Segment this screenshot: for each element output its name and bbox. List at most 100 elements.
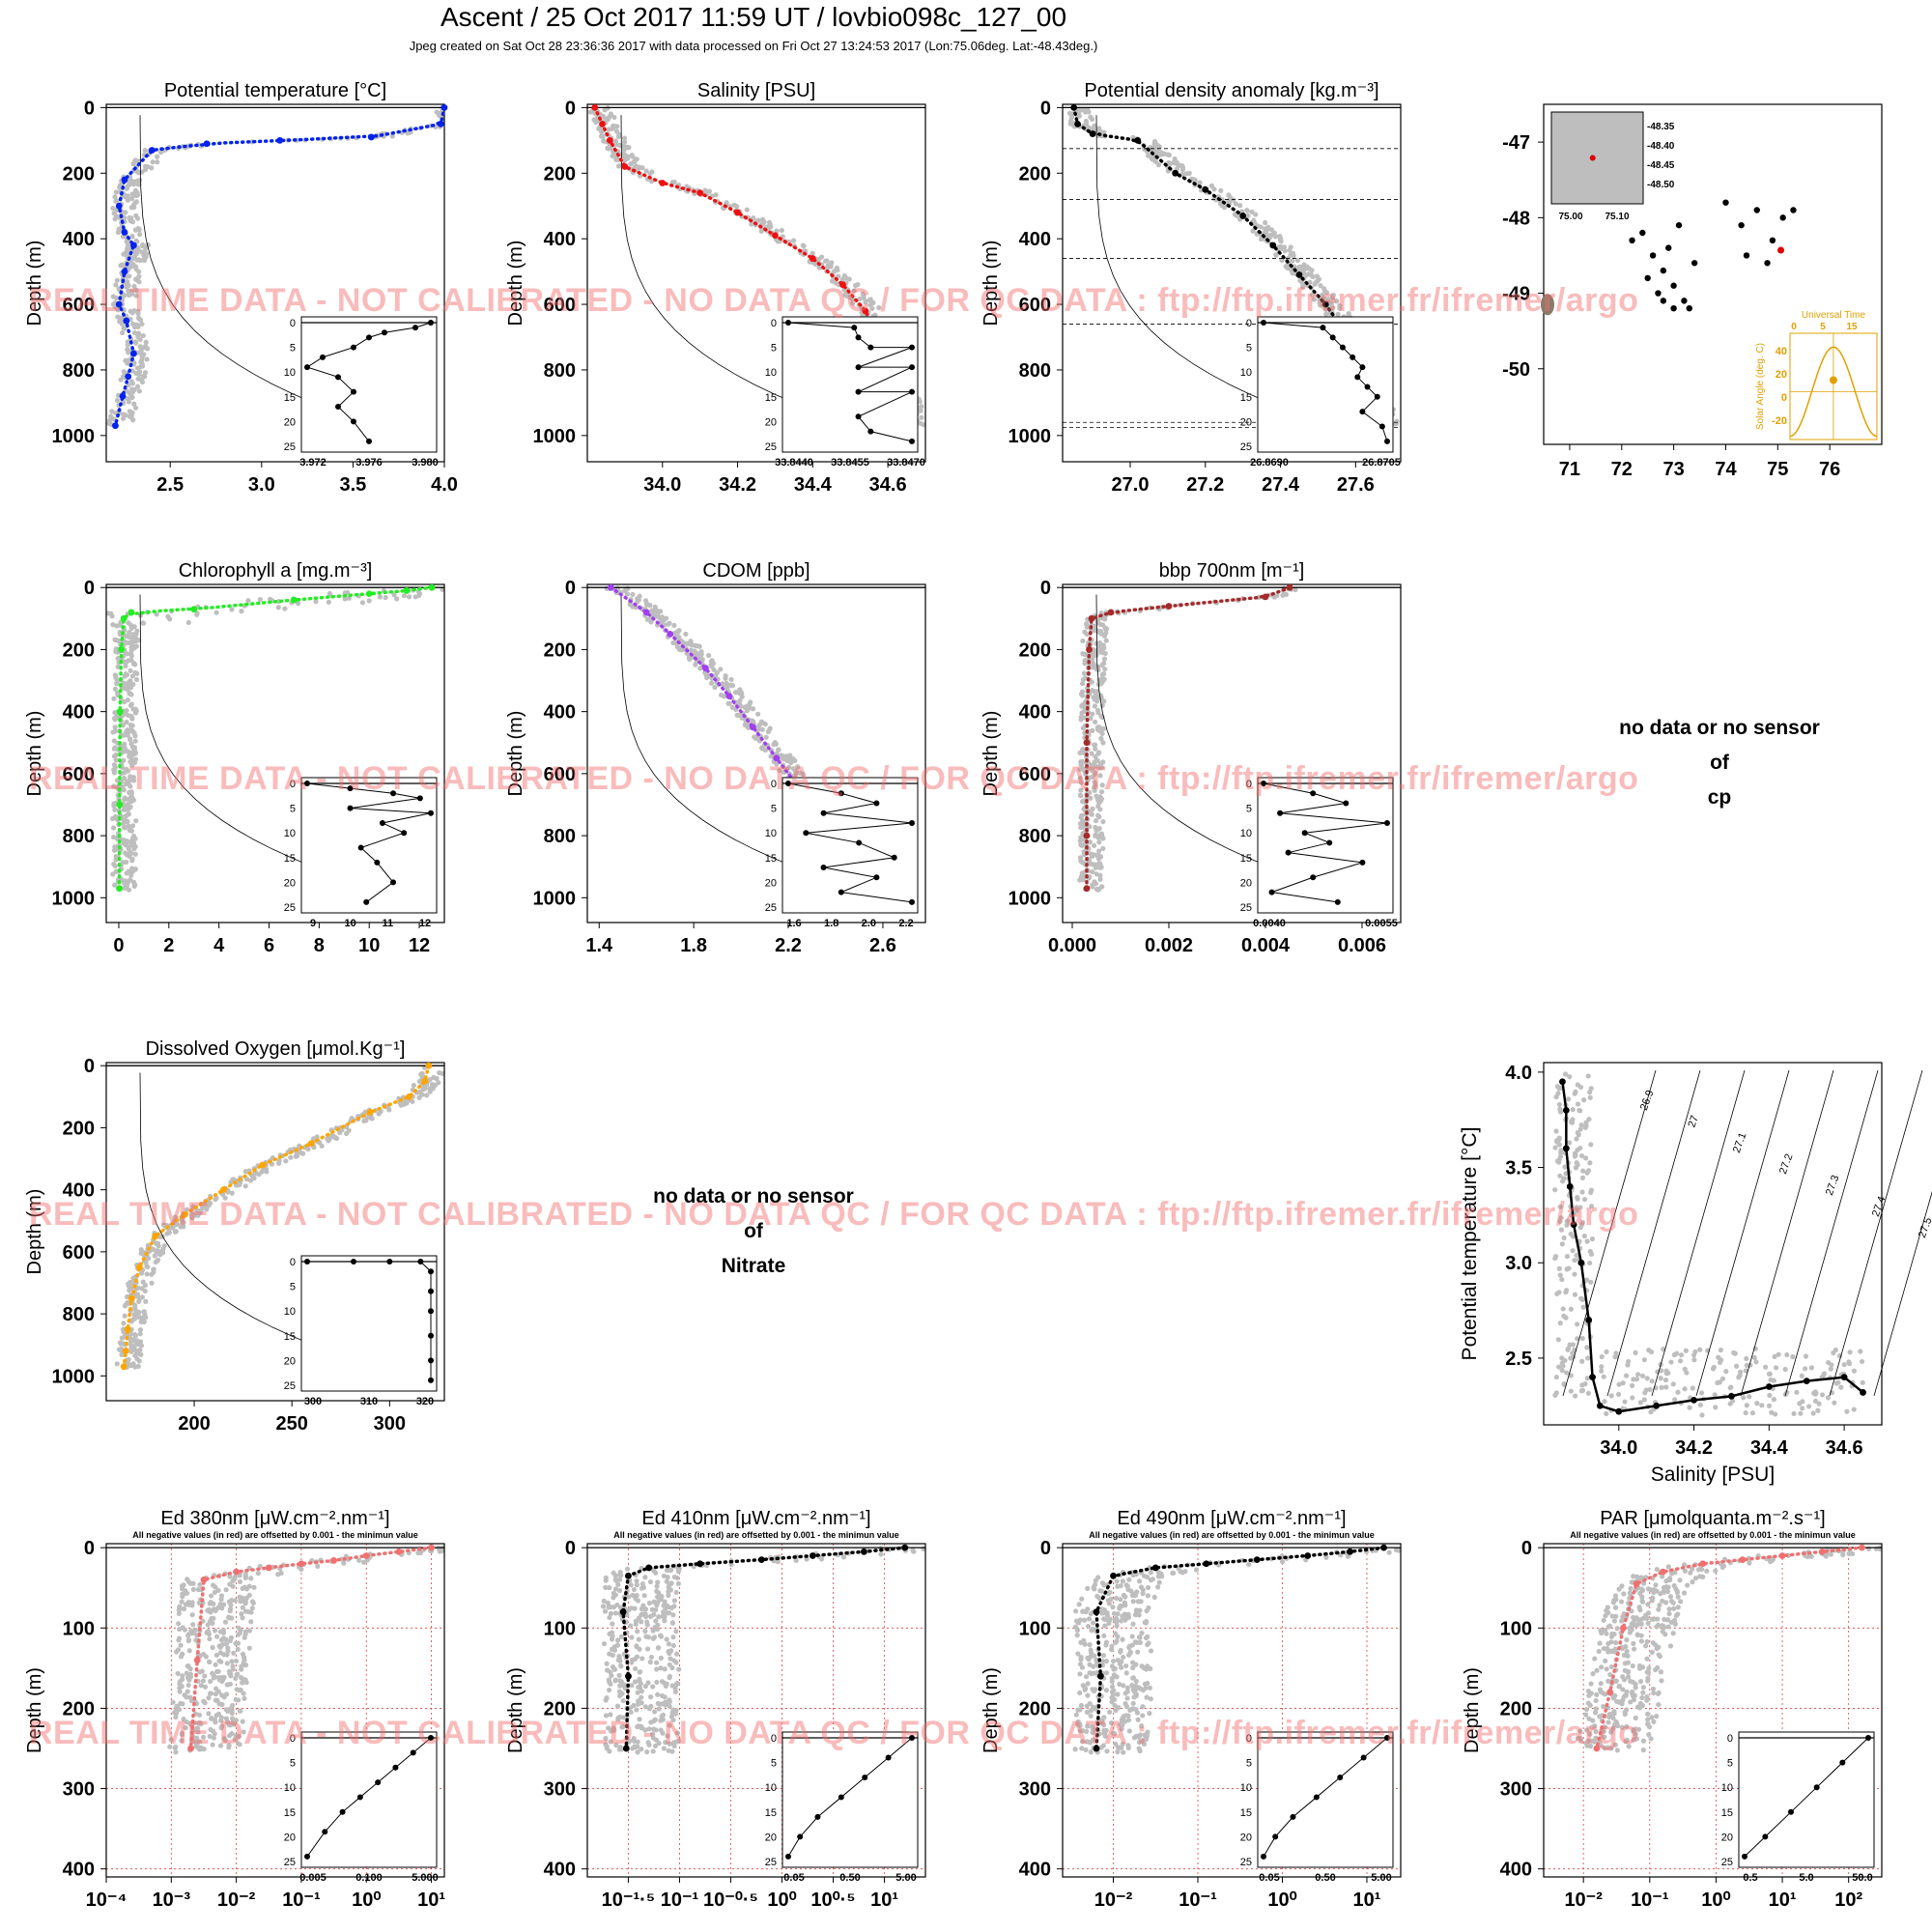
historical-point-cdom — [630, 591, 636, 598]
historical-point-chla — [124, 766, 129, 772]
historical-point-ed410 — [637, 1669, 642, 1675]
historical-point-ed490 — [1246, 1561, 1252, 1568]
historical-point-chla — [133, 676, 140, 683]
historical-point-doxy — [361, 1118, 367, 1123]
historical-point-ed490 — [1118, 1597, 1123, 1603]
historical-point-sal — [648, 179, 655, 185]
historical-point-ed410 — [606, 1687, 612, 1693]
inset-y-tick-bbp: 5 — [1246, 804, 1252, 815]
historical-point-ed490 — [1193, 1567, 1200, 1573]
historical-point-chla — [366, 598, 372, 604]
historical-point-ed490 — [1111, 1688, 1117, 1693]
historical-point-ed380 — [245, 1608, 251, 1615]
historical-point-bbp — [1097, 773, 1103, 779]
y-tick-label-ed380: 100 — [63, 1618, 95, 1639]
x-tick-label-bbp: 0.006 — [1338, 935, 1386, 956]
historical-point-ed490 — [1145, 1680, 1151, 1687]
historical-point-ed380 — [207, 1635, 213, 1642]
historical-point-sal — [587, 109, 593, 115]
historical-point-ed490 — [1135, 1717, 1141, 1722]
historical-point-ed490 — [1145, 1574, 1151, 1580]
historical-point-dens — [1088, 114, 1094, 120]
historical-point-ed380 — [230, 1583, 236, 1589]
x-tick-label-ed380: 10⁰ — [352, 1889, 381, 1911]
historical-point-ed380 — [223, 1707, 229, 1713]
historical-point-ed490 — [1115, 1583, 1121, 1589]
historical-point-cdom — [733, 690, 740, 696]
historical-point-bbp — [1099, 782, 1105, 788]
historical-point-bbp — [1092, 879, 1097, 885]
historical-point-ed410 — [650, 1684, 656, 1690]
historical-point-chla — [127, 679, 132, 685]
inset-y-tick-ed490: 15 — [1240, 1807, 1252, 1819]
historical-point-ed410 — [655, 1691, 661, 1697]
historical-point-ed410 — [666, 1588, 671, 1595]
historical-point-ed410 — [604, 1744, 610, 1749]
historical-point-bbp — [1096, 677, 1102, 683]
historical-point-chla — [394, 596, 400, 602]
inset-x-tick-dens: 26.8690 — [1250, 457, 1289, 469]
historical-point-temp — [134, 192, 141, 198]
historical-point-sal — [744, 207, 750, 213]
historical-point-ed490 — [1102, 1623, 1108, 1629]
historical-point-ed490 — [1159, 1574, 1165, 1579]
inset-frame-cdom — [781, 777, 919, 914]
y-axis-label-sal: Depth (m) — [505, 241, 526, 327]
historical-point-temp — [131, 329, 137, 336]
inset-y-tick-chla: 25 — [284, 902, 296, 914]
historical-point-ed490 — [1080, 1608, 1086, 1614]
historical-point-sal — [621, 135, 628, 141]
historical-point-dens — [1325, 296, 1331, 302]
historical-point-ed380 — [221, 1602, 227, 1607]
historical-point-doxy — [141, 1319, 147, 1324]
historical-point-sal — [812, 261, 818, 268]
historical-point-ed380 — [208, 1593, 214, 1599]
historical-point-chla — [128, 877, 133, 883]
historical-point-temp — [128, 218, 133, 224]
historical-point-temp — [150, 159, 156, 165]
historical-point-ed410 — [653, 1737, 659, 1743]
historical-point-ed410 — [676, 1666, 682, 1672]
historical-point-doxy — [411, 1082, 416, 1089]
historical-point-cdom — [726, 700, 732, 706]
historical-point-temp — [116, 286, 122, 292]
historical-point-ed380 — [233, 1718, 240, 1723]
historical-point-par — [1620, 1687, 1626, 1692]
inset-x-tick-ed410: 0.05 — [783, 1872, 804, 1884]
historical-point-ed410 — [669, 1620, 675, 1626]
historical-point-ed380 — [211, 1728, 216, 1734]
inset-y-tick-bbp: 20 — [1240, 877, 1252, 889]
historical-point-ed380 — [248, 1576, 254, 1581]
historical-point-temp — [140, 242, 146, 247]
historical-point-ed380 — [202, 1673, 208, 1679]
historical-point-ed490 — [1104, 1748, 1110, 1754]
historical-point-ed380 — [208, 1690, 214, 1696]
historical-point-temp — [143, 343, 149, 350]
y-axis-label-chla: Depth (m) — [24, 711, 45, 797]
historical-point-ed410 — [646, 1600, 652, 1606]
inset-x-tick-temp: 3.976 — [355, 457, 383, 469]
inset-y-tick-cdom: 15 — [765, 853, 777, 865]
historical-point-ed410 — [629, 1683, 635, 1689]
historical-point-chla — [111, 738, 117, 744]
historical-point-sal — [751, 214, 756, 221]
historical-point-sal — [766, 223, 773, 229]
inset-y-tick-sal: 5 — [771, 343, 777, 355]
historical-point-ed410 — [650, 1748, 656, 1754]
historical-point-doxy — [154, 1249, 159, 1255]
historical-point-sal — [774, 228, 780, 234]
historical-point-ed490 — [1133, 1733, 1140, 1739]
negative-note-par: All negative values (in red) are offsett… — [1570, 1530, 1856, 1540]
historical-point-ed490 — [1139, 1723, 1145, 1729]
historical-point-ed410 — [670, 1612, 676, 1618]
historical-point-doxy — [131, 1347, 137, 1353]
historical-point-par — [1593, 1697, 1599, 1704]
historical-point-doxy — [144, 1271, 150, 1277]
historical-point-bbp — [1096, 765, 1102, 771]
historical-point-dens — [1232, 212, 1237, 217]
historical-point-ed410 — [600, 1604, 607, 1609]
historical-point-ed380 — [215, 1587, 221, 1594]
x-tick-label-chla: 10 — [358, 935, 380, 956]
historical-point-dens — [1311, 297, 1318, 302]
